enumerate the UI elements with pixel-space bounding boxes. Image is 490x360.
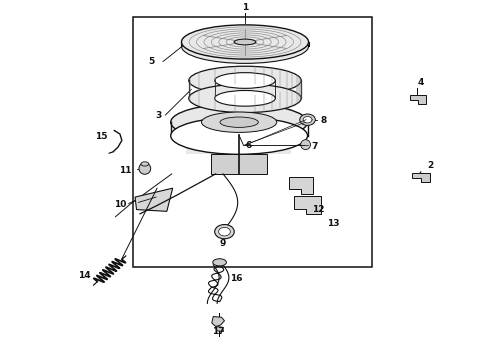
Text: 16: 16 [230,274,243,283]
Ellipse shape [234,39,256,45]
Text: 10: 10 [114,200,127,209]
Text: 9: 9 [220,239,226,248]
Ellipse shape [139,163,151,174]
Ellipse shape [171,117,308,154]
Ellipse shape [301,140,311,150]
Text: 3: 3 [156,111,162,120]
Polygon shape [410,95,426,104]
Text: 1: 1 [242,3,248,12]
Ellipse shape [219,228,230,236]
Ellipse shape [141,162,149,166]
Ellipse shape [215,225,234,239]
Ellipse shape [171,104,308,141]
Text: 8: 8 [321,116,327,125]
Text: 11: 11 [119,166,132,175]
Polygon shape [216,327,223,332]
Ellipse shape [220,117,258,127]
Ellipse shape [189,84,301,113]
Ellipse shape [201,112,277,132]
Text: 14: 14 [78,271,91,280]
Polygon shape [294,196,321,214]
Ellipse shape [181,29,309,63]
Text: 5: 5 [148,57,155,66]
Ellipse shape [213,259,226,266]
Text: 7: 7 [311,141,318,150]
Text: 13: 13 [327,219,340,228]
Polygon shape [186,135,292,154]
Ellipse shape [215,90,275,106]
Polygon shape [289,177,314,194]
Text: 6: 6 [245,141,251,150]
Ellipse shape [189,66,301,95]
Text: 12: 12 [313,205,325,214]
Text: 17: 17 [212,327,224,336]
Ellipse shape [215,73,275,88]
Text: 15: 15 [95,132,107,141]
Polygon shape [212,316,224,327]
Ellipse shape [300,114,316,125]
Polygon shape [211,154,267,174]
Ellipse shape [303,117,312,123]
Polygon shape [412,173,430,182]
Bar [133,17,372,267]
Text: 4: 4 [417,77,424,86]
Ellipse shape [181,25,309,59]
Text: 2: 2 [428,161,434,170]
Polygon shape [135,188,172,211]
